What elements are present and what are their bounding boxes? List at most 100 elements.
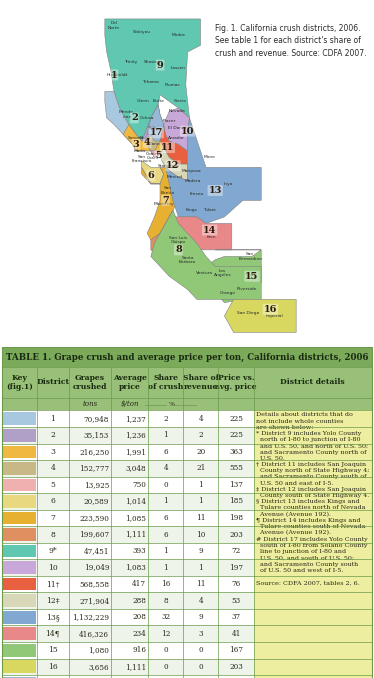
Bar <box>254 427 372 443</box>
Text: 20: 20 <box>196 448 205 456</box>
Text: 12: 12 <box>161 630 171 638</box>
Text: 416,326: 416,326 <box>79 630 109 638</box>
Text: Tehama: Tehama <box>142 79 159 83</box>
Text: 5: 5 <box>155 151 162 160</box>
Polygon shape <box>224 300 296 332</box>
Text: Tulare: Tulare <box>203 208 216 212</box>
Text: 70,948: 70,948 <box>84 415 109 423</box>
Text: Kern: Kern <box>207 235 216 239</box>
Text: 1: 1 <box>199 563 203 572</box>
Bar <box>3 595 36 607</box>
Text: 197: 197 <box>229 563 243 572</box>
Text: Madera: Madera <box>185 178 201 182</box>
Bar <box>2 443 254 460</box>
Text: San Luis
Obispo: San Luis Obispo <box>169 236 187 244</box>
Text: 1,237: 1,237 <box>125 415 146 423</box>
Text: 568,558: 568,558 <box>79 580 109 588</box>
Text: Stanislaus: Stanislaus <box>158 164 180 167</box>
Bar <box>254 642 372 658</box>
Text: San
Benito: San Benito <box>160 186 174 195</box>
Text: 199,607: 199,607 <box>79 530 109 538</box>
Bar <box>254 626 372 642</box>
Text: Plumas: Plumas <box>165 83 181 87</box>
Text: Price vs.
avg. price: Price vs. avg. price <box>215 374 257 391</box>
Text: 5: 5 <box>50 481 55 489</box>
Text: 0: 0 <box>199 663 203 671</box>
Polygon shape <box>147 104 166 141</box>
Polygon shape <box>105 92 142 151</box>
Text: 1,991: 1,991 <box>125 448 146 456</box>
Bar <box>2 526 254 543</box>
Text: Inyo: Inyo <box>224 182 233 186</box>
Text: 3: 3 <box>199 630 203 638</box>
Bar <box>2 477 254 493</box>
Text: 417: 417 <box>132 580 146 588</box>
Bar <box>3 578 36 591</box>
Text: Mariposa: Mariposa <box>181 169 201 173</box>
Text: Solano: Solano <box>145 142 160 146</box>
Text: 35,153: 35,153 <box>84 431 109 439</box>
Bar <box>3 512 36 524</box>
Bar <box>254 593 372 609</box>
Polygon shape <box>166 118 261 224</box>
Bar <box>254 477 372 493</box>
Text: 47,451: 47,451 <box>84 547 109 555</box>
Text: 9: 9 <box>157 60 163 70</box>
Text: 17: 17 <box>150 128 163 137</box>
Text: 1: 1 <box>199 498 203 505</box>
Text: Modoc: Modoc <box>171 33 186 37</box>
Text: 0: 0 <box>199 646 203 654</box>
Bar <box>2 510 254 526</box>
Text: 225: 225 <box>229 415 243 423</box>
Text: Fresno: Fresno <box>190 192 204 196</box>
Text: Colusa: Colusa <box>140 116 154 120</box>
Polygon shape <box>142 161 164 184</box>
Text: 3,656: 3,656 <box>89 663 109 671</box>
Text: Average
price: Average price <box>113 374 147 391</box>
Text: 4: 4 <box>163 464 168 473</box>
Polygon shape <box>160 250 261 302</box>
Text: Kings: Kings <box>186 208 197 212</box>
Text: 1,111: 1,111 <box>125 663 146 671</box>
Bar <box>254 526 372 543</box>
Bar <box>254 493 372 510</box>
Bar <box>3 495 36 508</box>
Text: San
Bernardino: San Bernardino <box>238 252 262 260</box>
Text: Sonoma: Sonoma <box>128 136 145 140</box>
Polygon shape <box>151 210 215 279</box>
Text: 198: 198 <box>229 514 243 522</box>
Bar <box>254 443 372 460</box>
Polygon shape <box>105 19 200 141</box>
Text: 203: 203 <box>229 530 243 538</box>
Text: 3: 3 <box>133 140 140 148</box>
Text: San
Francisco: San Francisco <box>132 155 152 163</box>
Polygon shape <box>151 210 261 300</box>
Text: Ventura: Ventura <box>196 271 213 275</box>
Text: Lassen: Lassen <box>171 66 186 71</box>
Text: 363: 363 <box>229 448 243 456</box>
Text: 53: 53 <box>232 597 240 605</box>
Text: 152,777: 152,777 <box>79 464 109 473</box>
Text: San Diego: San Diego <box>237 311 260 315</box>
Text: 1: 1 <box>163 498 168 505</box>
Text: 1,080: 1,080 <box>88 646 109 654</box>
Text: Key
(fig.1): Key (fig.1) <box>6 374 33 391</box>
Text: 7: 7 <box>50 514 55 522</box>
Text: ........... %...........: ........... %........... <box>145 401 197 407</box>
Text: District details: District details <box>280 378 345 386</box>
Text: 208: 208 <box>132 613 146 621</box>
Bar <box>2 410 254 427</box>
Text: 37: 37 <box>232 613 240 621</box>
Text: 72: 72 <box>232 547 240 555</box>
Bar <box>3 627 36 640</box>
Text: 13§: 13§ <box>46 613 60 621</box>
Text: 6: 6 <box>163 514 168 522</box>
Text: 9: 9 <box>199 613 203 621</box>
Bar <box>3 677 36 678</box>
Text: 14¶: 14¶ <box>46 630 60 638</box>
Text: District: District <box>36 378 70 386</box>
Polygon shape <box>160 125 188 164</box>
Bar <box>2 493 254 510</box>
Text: 1,085: 1,085 <box>125 514 146 522</box>
Bar <box>3 429 36 441</box>
